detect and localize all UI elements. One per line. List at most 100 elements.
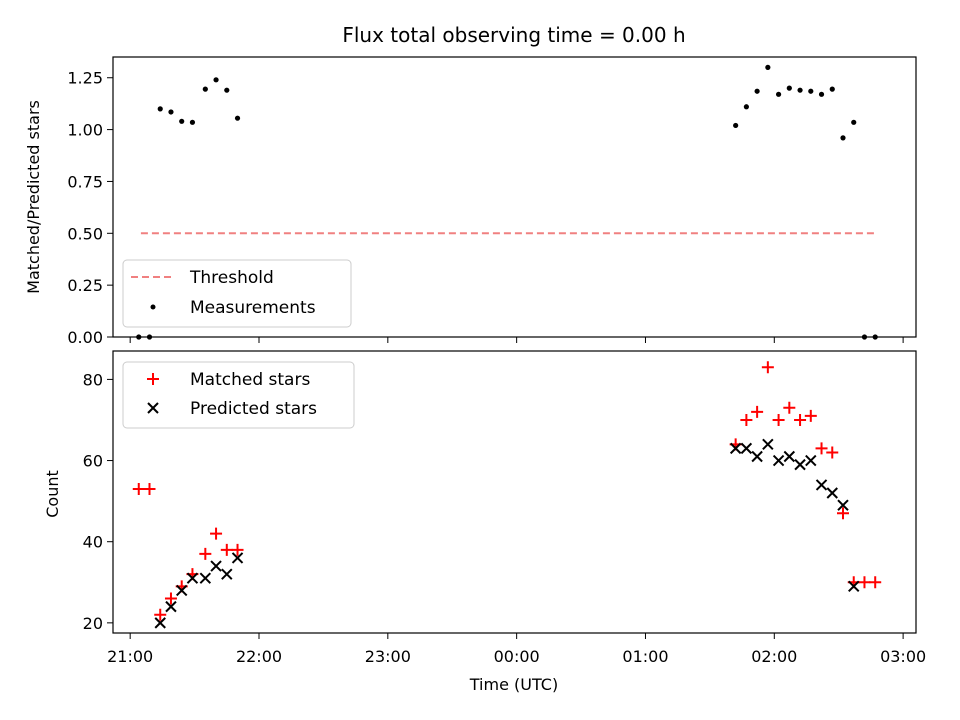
counts-panel: Count Time (UTC) 20 40 60 80 21:00 22:00 23:0…	[43, 350, 926, 694]
bottom-x-tick-label: 23:00	[365, 647, 411, 666]
matched-star-point	[154, 608, 167, 621]
top-y-axis: 0.00 0.25 0.50 0.75 1.00 1.25	[67, 69, 113, 347]
bottom-y-tick-label: 40	[83, 533, 103, 552]
top-y-tick-label: 0.25	[67, 276, 103, 295]
predicted-star-point	[221, 568, 233, 580]
measurement-point	[775, 91, 782, 97]
predicted-star-point	[783, 450, 796, 463]
measurement-point	[808, 88, 814, 94]
predicted-star-point	[751, 450, 763, 463]
legend-matched-swatch	[147, 373, 159, 385]
measurement-point	[754, 88, 760, 94]
bottom-ylabel: Count	[43, 470, 62, 518]
measurement-point	[851, 119, 857, 125]
matched-star-point	[794, 413, 807, 426]
measurement-point	[797, 87, 803, 93]
chart-title: Flux total observing time = 0.00 h	[342, 23, 685, 47]
measurement-point	[224, 87, 230, 93]
bottom-x-tick-label: 03:00	[880, 647, 926, 666]
matched-star-point	[815, 442, 828, 455]
bottom-y-axis: 20 40 60 80	[83, 370, 113, 633]
measurement-point	[765, 64, 771, 70]
matched-star-point	[772, 413, 785, 426]
predicted-star-point	[154, 617, 166, 629]
top-ylabel: Matched/Predicted stars	[24, 100, 43, 294]
bottom-xlabel: Time (UTC)	[469, 675, 558, 694]
measurement-point	[818, 91, 825, 97]
predicted-star-point	[210, 560, 222, 572]
top-y-tick-label: 1.00	[67, 121, 103, 140]
top-y-tick-label: 0.50	[67, 224, 103, 243]
measurement-point	[179, 118, 185, 124]
predicted-star-point	[740, 442, 753, 455]
matched-star-point	[751, 405, 764, 418]
predicted-star-point	[794, 458, 806, 471]
matched-star-point	[210, 527, 223, 540]
predicted-star-point	[762, 438, 774, 451]
bottom-x-tick-label: 21:00	[107, 647, 153, 666]
matched-star-point	[858, 576, 871, 589]
measurement-point	[189, 119, 196, 125]
bottom-x-axis: 21:00 22:00 23:00 00:00 01:00 02:00 03:00	[107, 633, 926, 666]
matched-star-point	[826, 446, 839, 459]
predicted-star-point	[199, 572, 212, 584]
matched-star-point	[740, 413, 753, 426]
top-y-tick-label: 0.00	[67, 328, 103, 347]
top-y-tick-label: 0.75	[67, 172, 103, 191]
matched-star-point	[199, 547, 212, 560]
predicted-star-point	[729, 442, 742, 455]
matched-star-point	[143, 482, 156, 495]
top-x-axis	[129, 337, 904, 343]
bottom-y-tick-label: 80	[83, 370, 103, 389]
matched-star-point	[761, 361, 774, 374]
bottom-y-tick-label: 60	[83, 452, 103, 471]
predicted-star-point	[815, 479, 828, 491]
matched-star-point	[804, 409, 817, 422]
measurement-point	[168, 109, 174, 115]
predicted-star-point	[837, 499, 849, 511]
measurement-point	[157, 106, 163, 112]
predicted-star-point	[175, 584, 188, 597]
legend-predicted-swatch	[147, 402, 159, 414]
bottom-legend-box	[122, 361, 355, 429]
measurement-point	[234, 115, 241, 121]
predicted-star-point	[848, 580, 860, 593]
matched-star-point	[783, 401, 796, 414]
legend-matched-label: Matched stars	[190, 370, 310, 390]
top-axes-frame	[112, 56, 917, 338]
matched-star-point	[869, 576, 882, 589]
predicted-star-point	[231, 552, 244, 564]
matched-star-point	[220, 543, 233, 556]
bottom-legend: Matched stars Predicted stars	[122, 361, 355, 429]
measurement-point	[202, 86, 208, 92]
measurement-point	[786, 85, 792, 91]
predicted-star-point	[165, 600, 177, 613]
predicted-star-point	[826, 487, 838, 499]
matched-star-point	[132, 482, 145, 495]
measurement-point	[733, 122, 739, 129]
measurement-point	[829, 86, 835, 92]
matched-star-point	[164, 592, 177, 605]
bottom-axes-frame	[112, 350, 917, 634]
flux-ratio-panel: Flux total observing time = 0.00 h Match…	[24, 23, 917, 347]
top-y-tick-label: 1.25	[67, 69, 103, 88]
bottom-y-tick-label: 20	[83, 614, 103, 633]
bottom-x-tick-label: 00:00	[494, 647, 540, 666]
predicted-star-point	[772, 454, 785, 467]
top-legend-box	[122, 259, 352, 328]
bottom-x-tick-label: 01:00	[622, 647, 668, 666]
bottom-x-tick-label: 22:00	[236, 647, 282, 666]
matched-star-point	[231, 543, 244, 556]
legend-threshold-label: Threshold	[189, 268, 274, 288]
measurement-point	[213, 77, 219, 83]
matched-star-point	[837, 507, 849, 520]
top-legend: Threshold Measurements	[122, 259, 352, 328]
legend-measurements-label: Measurements	[190, 298, 316, 318]
measurement-point	[743, 104, 749, 110]
predicted-star-point	[186, 572, 199, 584]
predicted-star-point	[805, 454, 817, 467]
counts-layer	[132, 361, 882, 629]
measurement-point	[840, 135, 846, 141]
